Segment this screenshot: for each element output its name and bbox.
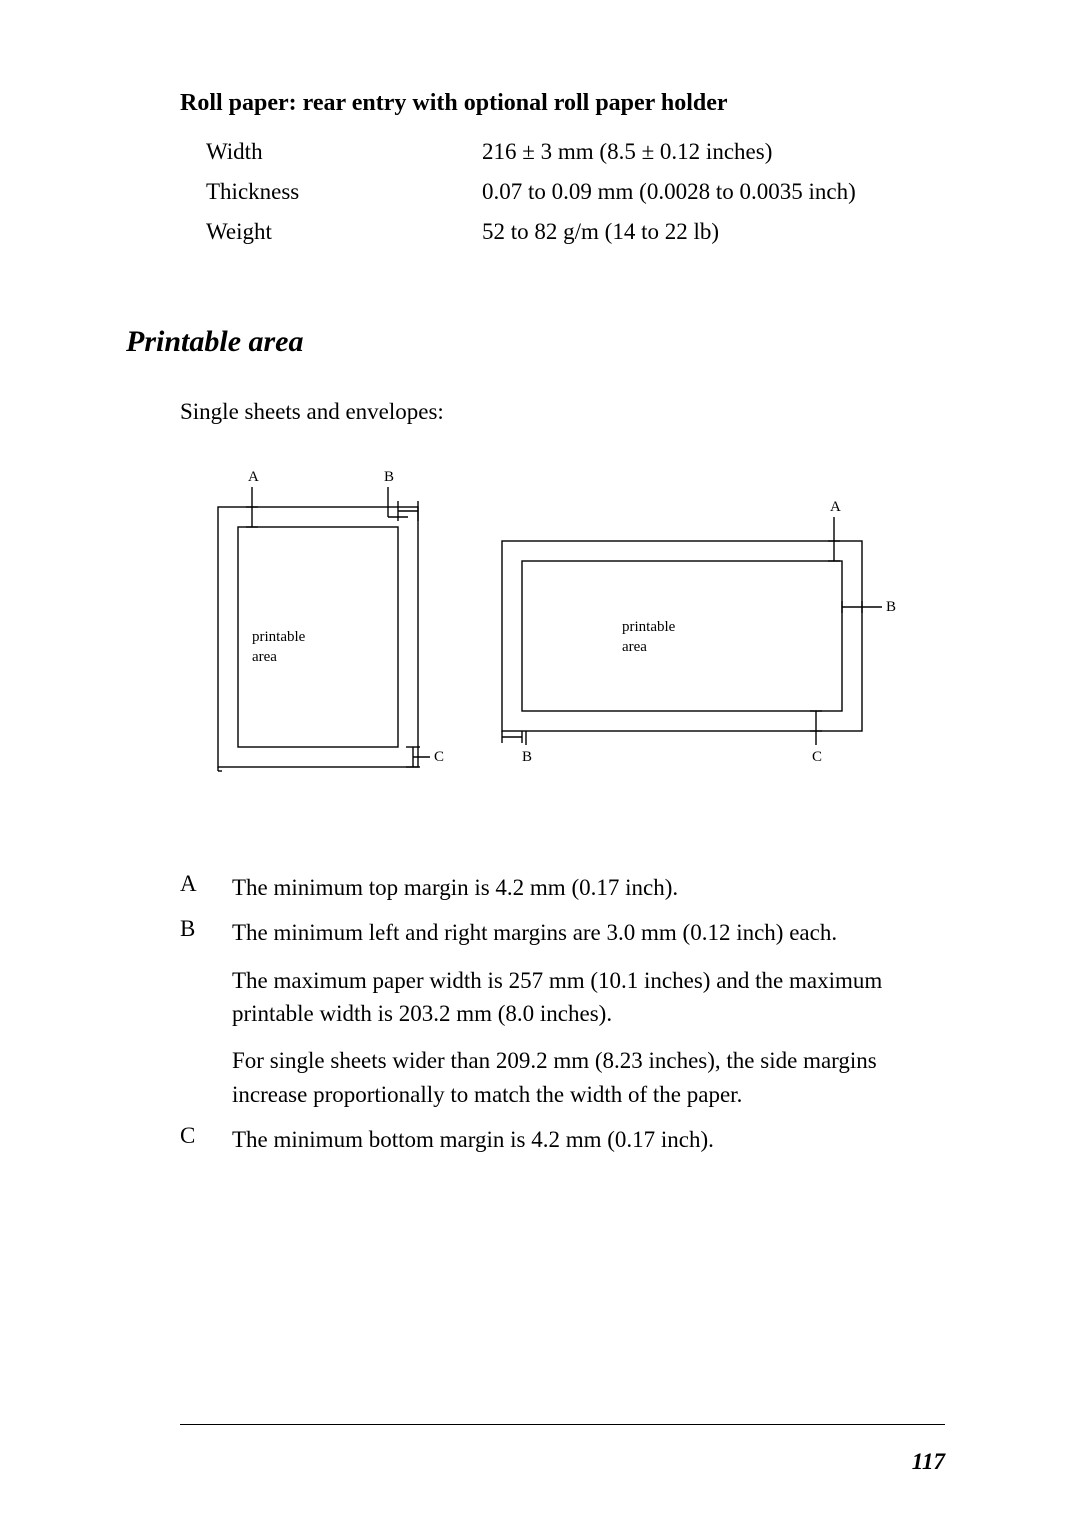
svg-text:B: B xyxy=(886,599,896,615)
spec-label-thickness: Thickness xyxy=(206,179,482,205)
spec-row: Width 216 ± 3 mm (8.5 ± 0.12 inches) xyxy=(206,139,945,165)
spec-label-weight: Weight xyxy=(206,219,482,245)
spec-table: Width 216 ± 3 mm (8.5 ± 0.12 inches) Thi… xyxy=(206,139,945,245)
item-a-text: The minimum top margin is 4.2 mm (0.17 i… xyxy=(232,871,945,904)
item-letter-c: C xyxy=(180,1123,232,1156)
spec-row: Thickness 0.07 to 0.09 mm (0.0028 to 0.0… xyxy=(206,179,945,205)
spec-value-thickness: 0.07 to 0.09 mm (0.0028 to 0.0035 inch) xyxy=(482,179,945,205)
item-c-text: The minimum bottom margin is 4.2 mm (0.1… xyxy=(232,1123,945,1156)
list-item: A The minimum top margin is 4.2 mm (0.17… xyxy=(180,871,945,904)
item-b-text-1: The minimum left and right margins are 3… xyxy=(232,916,945,949)
spec-label-width: Width xyxy=(206,139,482,165)
svg-text:area: area xyxy=(252,649,277,665)
footer-rule xyxy=(180,1424,945,1425)
spec-value-weight: 52 to 82 g/m (14 to 22 lb) xyxy=(482,219,945,245)
margin-definitions: A The minimum top margin is 4.2 mm (0.17… xyxy=(180,871,945,1156)
diagram-single-sheet: A B C xyxy=(208,461,452,781)
svg-text:C: C xyxy=(812,749,822,765)
item-letter-a: A xyxy=(180,871,232,904)
printable-area-heading: Printable area xyxy=(126,325,945,359)
svg-text:printable: printable xyxy=(252,629,306,645)
diagrams-container: A B C xyxy=(208,461,945,781)
roll-paper-heading: Roll paper: rear entry with optional rol… xyxy=(180,90,945,117)
list-item: C The minimum bottom margin is 4.2 mm (0… xyxy=(180,1123,945,1156)
svg-text:B: B xyxy=(522,749,532,765)
page-number: 117 xyxy=(912,1449,945,1475)
svg-text:area: area xyxy=(622,639,647,655)
printable-area-intro: Single sheets and envelopes: xyxy=(180,399,945,425)
svg-text:A: A xyxy=(248,469,259,485)
svg-text:printable: printable xyxy=(622,619,676,635)
diagram-envelope: A B B xyxy=(492,461,945,781)
item-b-text-3: For single sheets wider than 209.2 mm (8… xyxy=(232,1044,945,1111)
item-b-text-2: The maximum paper width is 257 mm (10.1 … xyxy=(232,964,945,1031)
svg-text:C: C xyxy=(434,749,444,765)
list-item: B The minimum left and right margins are… xyxy=(180,916,945,1111)
svg-text:A: A xyxy=(830,499,841,515)
svg-text:B: B xyxy=(384,469,394,485)
spec-value-width: 216 ± 3 mm (8.5 ± 0.12 inches) xyxy=(482,139,945,165)
page: Roll paper: rear entry with optional rol… xyxy=(0,0,1080,1529)
item-letter-b: B xyxy=(180,916,232,1111)
spec-row: Weight 52 to 82 g/m (14 to 22 lb) xyxy=(206,219,945,245)
